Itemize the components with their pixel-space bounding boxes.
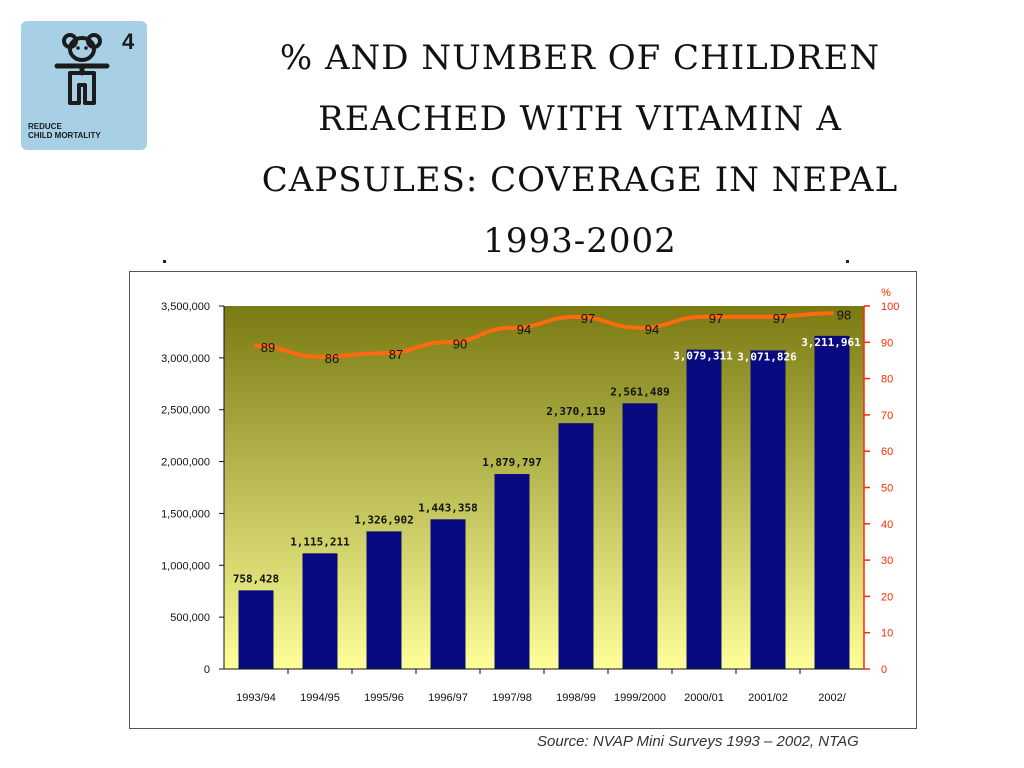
y-left-tick-label: 500,000 [170, 612, 210, 624]
line-value-label: 89 [261, 340, 275, 355]
bar [302, 553, 338, 669]
page-title: % AND NUMBER OF CHILDREN REACHED WITH VI… [190, 28, 970, 272]
chart-frame: 0 500,000 1,000,000 1,500,000 2,000,000 2,500… [129, 271, 917, 729]
bar [430, 519, 466, 669]
bar-value-label: 758,428 [233, 572, 279, 585]
y-right-tick-label: 70 [881, 410, 893, 422]
x-tick-label: 2002/ [818, 692, 846, 704]
y-right-unit-label: % [881, 287, 891, 299]
y-left-tick-label: 1,000,000 [161, 560, 210, 572]
y-left-tick-label: 3,500,000 [161, 301, 210, 313]
bar [686, 349, 722, 669]
title-line-3: CAPSULES: COVERAGE IN NEPAL [261, 160, 899, 200]
goal-text: REDUCE CHILD MORTALITY [28, 122, 146, 140]
x-tick-label: 1994/95 [300, 692, 340, 704]
bar [238, 590, 274, 669]
bar-value-label: 3,211,961 [801, 336, 861, 349]
bar-value-label: 2,370,119 [546, 405, 606, 418]
x-tick-label: 2000/01 [684, 692, 724, 704]
source-note: Source: NVAP Mini Surveys 1993 – 2002, N… [537, 733, 859, 750]
decorative-dot-left [163, 260, 166, 263]
title-line-4: 1993-2002 [483, 221, 677, 261]
bar-value-label: 1,879,797 [482, 456, 542, 469]
line-value-label: 94 [517, 322, 531, 337]
line-value-label: 97 [773, 311, 787, 326]
goal-text-line1: REDUCE [28, 122, 62, 131]
x-tick-label: 1995/96 [364, 692, 404, 704]
goal-text-line2: CHILD MORTALITY [28, 131, 101, 140]
child-figure-icon [54, 33, 110, 105]
bar-value-label: 3,079,311 [673, 350, 733, 363]
bar [494, 474, 530, 669]
y-right-tick-label: 40 [881, 519, 893, 531]
x-tick-label: 1996/97 [428, 692, 468, 704]
line-value-label: 87 [389, 347, 403, 362]
line-value-label: 86 [325, 351, 339, 366]
bar-value-label: 1,326,902 [354, 513, 414, 526]
y-right-tick-label: 50 [881, 483, 893, 495]
bar [558, 423, 594, 669]
y-right-tick-label: 10 [881, 628, 893, 640]
line-series [254, 311, 834, 359]
line-value-label: 97 [581, 311, 595, 326]
x-tick-label: 1997/98 [492, 692, 532, 704]
y-right-tick-label: 20 [881, 591, 893, 603]
line-value-label: 90 [453, 336, 467, 351]
x-tick-label: 2001/02 [748, 692, 788, 704]
y-right-tick-label: 80 [881, 374, 893, 386]
bar-value-label: 3,071,826 [737, 350, 797, 363]
mdg-goal-logo: 4 REDUCE CHILD MORTALITY [21, 21, 147, 150]
y-left-tick-label: 2,500,000 [161, 405, 210, 417]
y-left-tick-label: 1,500,000 [161, 508, 210, 520]
bar-value-label: 2,561,489 [610, 385, 670, 398]
line-value-label: 98 [837, 307, 851, 322]
y-right-tick-label: 60 [881, 446, 893, 458]
y-right-tick-label: 0 [881, 664, 887, 676]
line-value-label: 97 [709, 311, 723, 326]
y-left-tick-label: 3,000,000 [161, 353, 210, 365]
bar [366, 531, 402, 669]
decorative-dot-right [846, 260, 849, 263]
x-tick-label: 1998/99 [556, 692, 596, 704]
y-right-tick-label: 100 [881, 301, 899, 313]
y-right-tick-label: 30 [881, 555, 893, 567]
title-line-1: % AND NUMBER OF CHILDREN [279, 38, 881, 78]
line-value-label: 94 [645, 322, 659, 337]
y-left-tick-label: 2,000,000 [161, 457, 210, 469]
bar [814, 335, 850, 669]
bar [622, 403, 658, 669]
chart: 0 500,000 1,000,000 1,500,000 2,000,000 2,500… [161, 287, 899, 704]
title-line-2: REACHED WITH VITAMIN A [318, 99, 842, 139]
bar-value-label: 1,115,211 [290, 535, 350, 548]
bar-value-label: 1,443,358 [418, 501, 478, 514]
goal-number: 4 [122, 29, 135, 54]
y-left-tick-label: 0 [204, 664, 210, 676]
x-tick-label: 1999/2000 [614, 692, 666, 704]
x-tick-label: 1993/94 [236, 692, 276, 704]
bar [750, 350, 786, 669]
y-right-tick-label: 90 [881, 337, 893, 349]
